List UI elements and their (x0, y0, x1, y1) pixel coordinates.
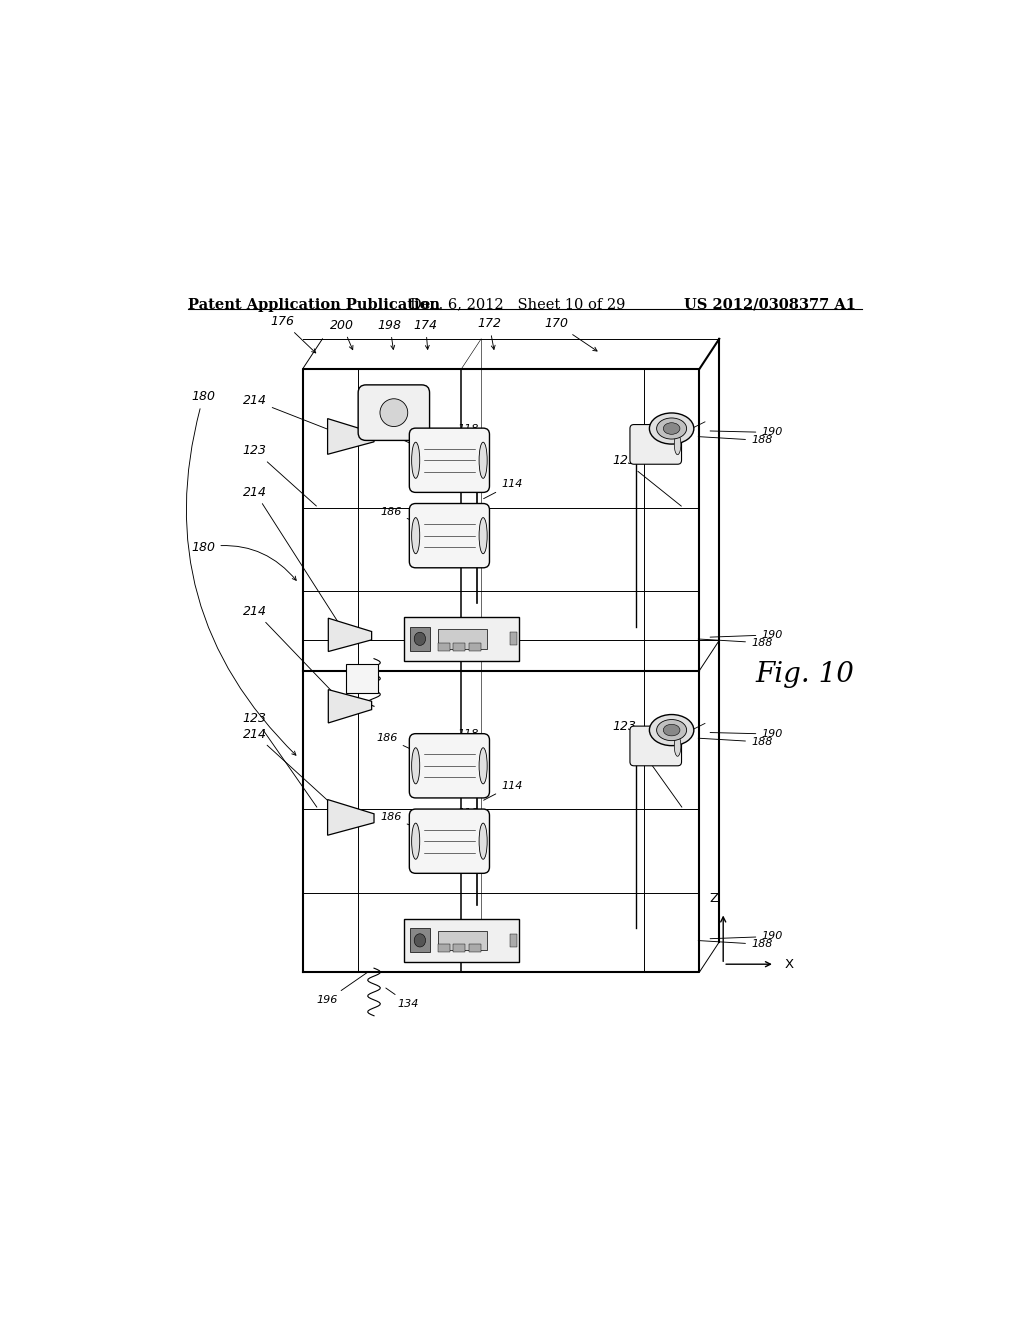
Ellipse shape (479, 442, 487, 478)
Ellipse shape (674, 735, 681, 756)
Text: 134: 134 (386, 987, 419, 1008)
Text: 118: 118 (458, 503, 478, 525)
Text: 186: 186 (377, 733, 427, 756)
Bar (469, 944, 480, 952)
Bar (510, 933, 516, 946)
FancyBboxPatch shape (438, 931, 486, 950)
Text: 214: 214 (243, 395, 344, 436)
FancyBboxPatch shape (410, 734, 489, 799)
Ellipse shape (664, 422, 680, 434)
Text: Patent Application Publication: Patent Application Publication (187, 297, 439, 312)
Ellipse shape (380, 399, 408, 426)
FancyBboxPatch shape (438, 630, 486, 648)
Text: 114: 114 (483, 780, 522, 800)
Text: 116: 116 (452, 512, 477, 525)
Text: 176: 176 (270, 315, 315, 352)
FancyBboxPatch shape (410, 809, 489, 874)
Text: 123: 123 (243, 711, 316, 807)
Text: 190: 190 (710, 932, 782, 941)
Text: 214: 214 (243, 605, 344, 705)
Text: 188: 188 (698, 737, 772, 747)
Text: US 2012/0308377 A1: US 2012/0308377 A1 (684, 297, 855, 312)
Text: 196: 196 (353, 671, 371, 678)
FancyBboxPatch shape (403, 616, 519, 660)
Text: 198: 198 (378, 319, 401, 350)
Ellipse shape (649, 413, 694, 444)
Ellipse shape (674, 434, 681, 454)
Text: 200: 200 (331, 319, 354, 350)
Bar (454, 643, 466, 651)
Text: 114: 114 (483, 479, 522, 499)
Text: Z: Z (709, 892, 718, 904)
Text: 188: 188 (698, 638, 772, 648)
FancyBboxPatch shape (410, 627, 430, 651)
Text: 180: 180 (191, 541, 296, 581)
FancyBboxPatch shape (410, 503, 489, 568)
FancyBboxPatch shape (630, 726, 682, 766)
Text: 172: 172 (477, 317, 501, 350)
Ellipse shape (656, 418, 687, 440)
FancyBboxPatch shape (630, 425, 682, 465)
Ellipse shape (479, 824, 487, 859)
Text: Dec. 6, 2012   Sheet 10 of 29: Dec. 6, 2012 Sheet 10 of 29 (410, 297, 625, 312)
Ellipse shape (479, 517, 487, 553)
Text: 186: 186 (377, 428, 427, 451)
Bar (454, 944, 466, 952)
Text: 118: 118 (458, 729, 478, 755)
FancyBboxPatch shape (410, 428, 489, 492)
Text: 186: 186 (381, 507, 427, 527)
Ellipse shape (412, 824, 420, 859)
Text: 174: 174 (414, 319, 437, 350)
FancyBboxPatch shape (403, 919, 519, 962)
Bar (469, 643, 480, 651)
Text: X: X (784, 958, 794, 970)
FancyBboxPatch shape (346, 664, 378, 693)
Text: 170: 170 (545, 317, 597, 351)
Polygon shape (328, 418, 374, 454)
Ellipse shape (479, 747, 487, 784)
Ellipse shape (656, 719, 687, 741)
Ellipse shape (649, 714, 694, 746)
Text: 190: 190 (710, 428, 782, 437)
Text: 118: 118 (458, 808, 478, 830)
Text: 196: 196 (317, 972, 368, 1005)
Ellipse shape (412, 747, 420, 784)
Text: 180: 180 (186, 391, 296, 755)
Bar (438, 944, 451, 952)
Ellipse shape (414, 632, 426, 645)
Bar (510, 632, 516, 645)
Text: 190: 190 (710, 630, 782, 640)
Text: 214: 214 (243, 486, 345, 632)
Text: 186: 186 (381, 812, 427, 832)
Text: Fig. 10: Fig. 10 (755, 661, 854, 688)
Polygon shape (329, 689, 372, 723)
Text: 188: 188 (698, 940, 772, 949)
Text: 214: 214 (243, 727, 344, 816)
Ellipse shape (414, 933, 426, 946)
Text: 123: 123 (612, 454, 681, 506)
FancyBboxPatch shape (410, 928, 430, 953)
FancyBboxPatch shape (358, 385, 430, 441)
Text: 123: 123 (612, 719, 682, 808)
Text: 116: 116 (452, 813, 477, 826)
Polygon shape (329, 618, 372, 652)
Bar (438, 643, 451, 651)
Text: 118: 118 (458, 424, 478, 450)
Text: 190: 190 (710, 729, 782, 739)
Ellipse shape (412, 517, 420, 553)
Ellipse shape (412, 442, 420, 478)
Polygon shape (328, 800, 374, 836)
Text: 123: 123 (243, 445, 316, 506)
Text: 198: 198 (353, 682, 371, 690)
Text: 188: 188 (698, 436, 772, 445)
Ellipse shape (664, 725, 680, 735)
